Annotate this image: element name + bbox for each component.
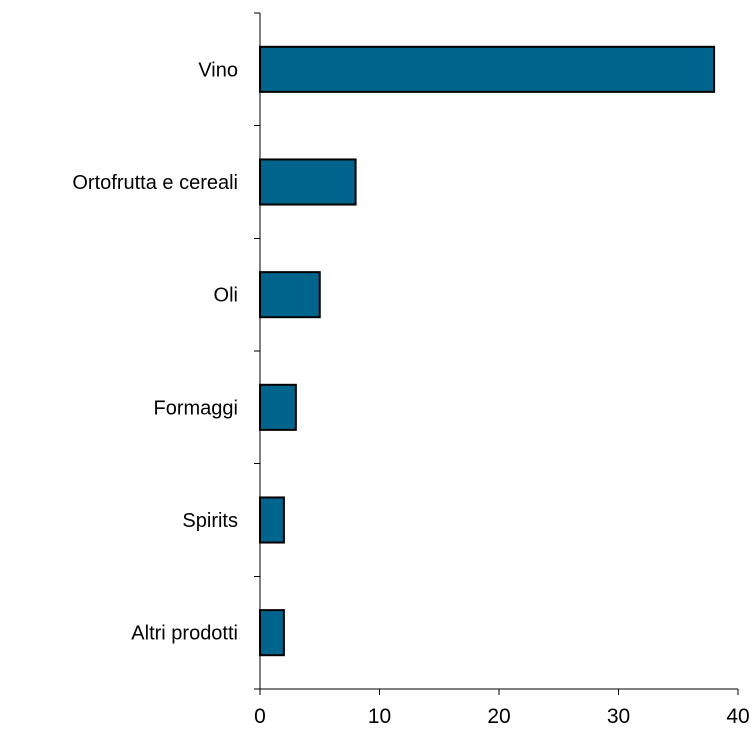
bars-group xyxy=(259,45,716,657)
category-label: Spirits xyxy=(182,510,238,532)
category-label: Formaggi xyxy=(154,397,238,419)
category-label: Vino xyxy=(198,59,238,81)
x-tick-label: 0 xyxy=(254,705,266,728)
category-labels: Vino Ortofrutta e cereali Oli Formaggi Spiri… xyxy=(72,59,238,644)
x-axis-ticks: 0 10 20 30 40 xyxy=(254,12,750,728)
x-tick-label: 10 xyxy=(368,705,391,728)
x-tick-label: 20 xyxy=(487,705,510,728)
bar-spirits xyxy=(259,496,285,544)
x-tick-label: 40 xyxy=(726,705,749,728)
category-label: Oli xyxy=(214,285,238,307)
bar-ortofrutta-e-cereali xyxy=(259,158,357,206)
x-tick-label: 30 xyxy=(607,705,630,728)
category-label: Altri prodotti xyxy=(131,623,238,645)
bar-oli xyxy=(259,271,321,319)
bar-vino xyxy=(259,45,716,93)
category-label: Ortofrutta e cereali xyxy=(72,172,238,194)
bar-altri-prodotti xyxy=(259,609,285,657)
bar-formaggi xyxy=(259,383,297,431)
